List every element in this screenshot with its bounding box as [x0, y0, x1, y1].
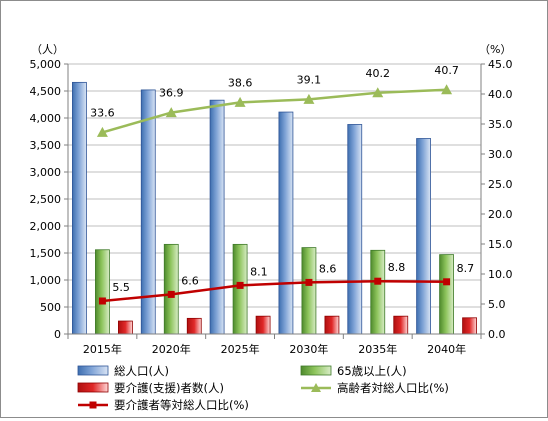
left-tick-label: 4,500: [30, 85, 62, 98]
x-tick-label: 2015年: [83, 342, 122, 356]
axes-group: 0 500 1,000 1,500 2,000 2,500 3,000 3,500 4,000 4…: [30, 58, 513, 356]
right-tick-label: 0.0: [488, 328, 506, 341]
marker-elderly-ratio: [372, 87, 384, 98]
right-tick-label: 25.0: [488, 178, 513, 191]
x-tick-label: 2030年: [289, 342, 328, 356]
legend-label-care-recipients: 要介護(支援)者数(人): [114, 381, 224, 395]
bar-total-population: [72, 81, 87, 335]
bar-65plus: [301, 247, 317, 335]
left-tick-label: 2,500: [30, 193, 62, 206]
right-tick-label: 15.0: [488, 238, 513, 251]
legend-marker-elderly-ratio: [311, 383, 321, 392]
left-tick-label: 0: [54, 328, 61, 341]
marker-care-ratio: [374, 277, 382, 285]
bar-65plus: [370, 249, 386, 335]
right-tick-label: 40.0: [488, 88, 513, 101]
left-tick-label: 3,000: [30, 166, 62, 179]
legend-label-elderly-ratio: 高齢者対総人口比(%): [337, 381, 449, 395]
legend-swatch-65plus: [300, 365, 332, 376]
left-tick-label: 500: [40, 301, 61, 314]
marker-elderly-ratio: [96, 126, 108, 137]
bar-total-population: [209, 99, 225, 335]
lines-group: 33.6 36.9 38.6 39.1 40.2 40.7 5.5 6.6 8.1 8.6 8.8 8…: [90, 64, 474, 305]
left-tick-label: 1,000: [30, 274, 62, 287]
left-axis-unit: （人）: [31, 43, 64, 56]
legend-marker-care-ratio: [89, 401, 97, 409]
data-label-care-ratio: 5.5: [112, 281, 129, 294]
bar-care-recipients: [186, 317, 202, 335]
bar-total-population: [416, 138, 431, 335]
data-label-elderly-ratio: 38.6: [228, 76, 253, 89]
bars-group: [72, 81, 477, 335]
gridlines: [68, 63, 481, 308]
legend-swatch-care-recipients: [77, 382, 109, 393]
data-label-elderly-ratio: 40.7: [434, 64, 459, 77]
legend-label-65plus: 65歳以上(人): [337, 364, 407, 378]
data-label-care-ratio: 8.6: [319, 262, 337, 275]
right-tick-label: 35.0: [488, 118, 513, 131]
line-care-ratio: [102, 279, 447, 303]
right-tick-label: 10.0: [488, 268, 513, 281]
x-tick-label: 2040年: [427, 342, 466, 356]
data-label-elderly-ratio: 40.2: [366, 67, 391, 80]
bar-care-recipients: [255, 315, 271, 335]
data-label-care-ratio: 8.1: [250, 265, 267, 278]
data-label-care-ratio: 6.6: [181, 274, 199, 287]
x-tick-label: 2020年: [152, 342, 191, 356]
marker-elderly-ratio: [165, 107, 177, 118]
marker-care-ratio: [167, 290, 175, 298]
marker-care-ratio: [98, 297, 106, 305]
left-tick-label: 3,500: [30, 139, 62, 152]
line-elderly-ratio: [102, 88, 447, 134]
marker-elderly-ratio: [234, 96, 246, 107]
legend-label-care-ratio: 要介護者等対総人口比(%): [114, 398, 249, 412]
right-tick-label: 20.0: [488, 208, 513, 221]
marker-elderly-ratio: [441, 84, 453, 95]
bar-care-recipients: [393, 315, 409, 335]
right-tick-label: 30.0: [488, 148, 513, 161]
bar-65plus: [95, 249, 110, 335]
right-tick-label: 45.0: [488, 58, 513, 71]
bar-total-population: [347, 124, 363, 335]
right-tick-label: 5.0: [488, 298, 506, 311]
left-tick-label: 5,000: [30, 58, 62, 71]
data-label-elderly-ratio: 33.6: [90, 106, 115, 119]
right-axis-unit: （%）: [479, 43, 511, 56]
left-tick-label: 2,000: [30, 220, 62, 233]
legend: 総人口(人) 65歳以上(人) 要介護(支援)者数(人) 高齢者対総人口比(%)…: [77, 364, 449, 412]
data-label-elderly-ratio: 39.1: [297, 73, 322, 86]
data-label-care-ratio: 8.7: [457, 262, 475, 275]
marker-care-ratio: [236, 281, 244, 289]
marker-care-ratio: [305, 278, 313, 286]
x-tick-label: 2035年: [358, 342, 397, 356]
bar-care-recipients: [324, 315, 340, 335]
bar-care-recipients: [118, 320, 133, 335]
bar-care-recipients: [462, 317, 477, 335]
bar-65plus: [232, 243, 248, 335]
x-tick-label: 2025年: [221, 342, 260, 356]
bar-total-population: [278, 111, 294, 335]
left-tick-label: 4,000: [30, 112, 62, 125]
bar-65plus: [163, 243, 179, 335]
left-tick-label: 1,500: [30, 247, 62, 260]
legend-label-total-population: 総人口(人): [114, 364, 169, 378]
data-label-elderly-ratio: 36.9: [159, 87, 184, 100]
bar-65plus: [439, 254, 454, 335]
marker-care-ratio: [443, 278, 451, 286]
data-label-care-ratio: 8.8: [388, 261, 406, 274]
marker-elderly-ratio: [303, 93, 315, 104]
legend-swatch-total-population: [77, 365, 109, 376]
